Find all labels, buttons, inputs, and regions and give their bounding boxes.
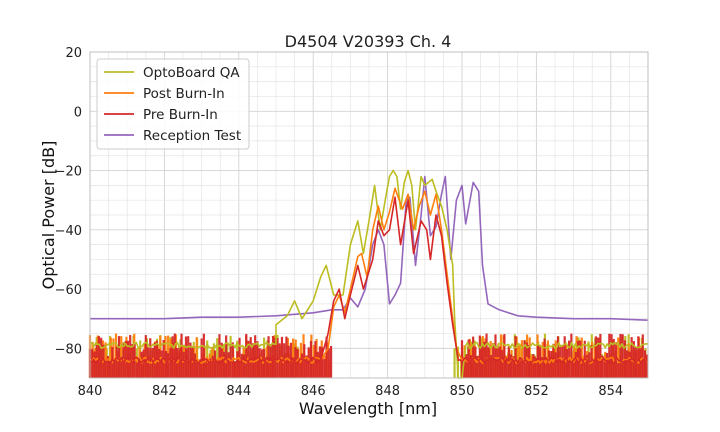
legend-box (96, 58, 250, 150)
legend-label: Pre Burn-In (143, 107, 218, 123)
x-tick-label: 842 (152, 384, 177, 399)
x-tick-label: 840 (78, 384, 103, 399)
noise-floor-bars (88, 333, 649, 378)
legend-label: OptoBoard QA (143, 65, 240, 81)
y-tick-label: −80 (55, 342, 82, 357)
tick-labels: 840 842 844 846 848 850 852 854 20 0 −20 −40 −60 −80 (55, 46, 624, 399)
x-tick-label: 854 (598, 384, 623, 399)
x-axis-title: Wavelength [nm] (299, 399, 437, 418)
chart-title: D4504 V20393 Ch. 4 (285, 32, 452, 51)
legend-label: Post Burn-In (143, 86, 225, 102)
y-tick-label: 0 (74, 105, 82, 120)
series-lines (89, 169, 649, 379)
x-tick-label: 844 (226, 384, 251, 399)
x-tick-label: 852 (524, 384, 549, 399)
y-tick-label: −20 (55, 165, 82, 180)
series-line-reception-test (90, 175, 649, 321)
y-tick-label: −40 (55, 224, 82, 239)
y-tick-label: −60 (55, 283, 82, 298)
x-tick-label: 846 (301, 384, 326, 399)
x-tick-label: 850 (450, 384, 475, 399)
series-line-pre-burn-in (89, 196, 649, 364)
legend-label: Reception Test (143, 128, 241, 144)
y-tick-label: 20 (65, 46, 82, 61)
legend: OptoBoard QA Post Burn-In Pre Burn-In Recep… (96, 58, 250, 150)
series-line-optoboard-qa (89, 169, 649, 379)
y-axis-title: Optical Power [dB] (39, 141, 58, 290)
plot-frame (89, 51, 649, 379)
x-tick-label: 848 (375, 384, 400, 399)
